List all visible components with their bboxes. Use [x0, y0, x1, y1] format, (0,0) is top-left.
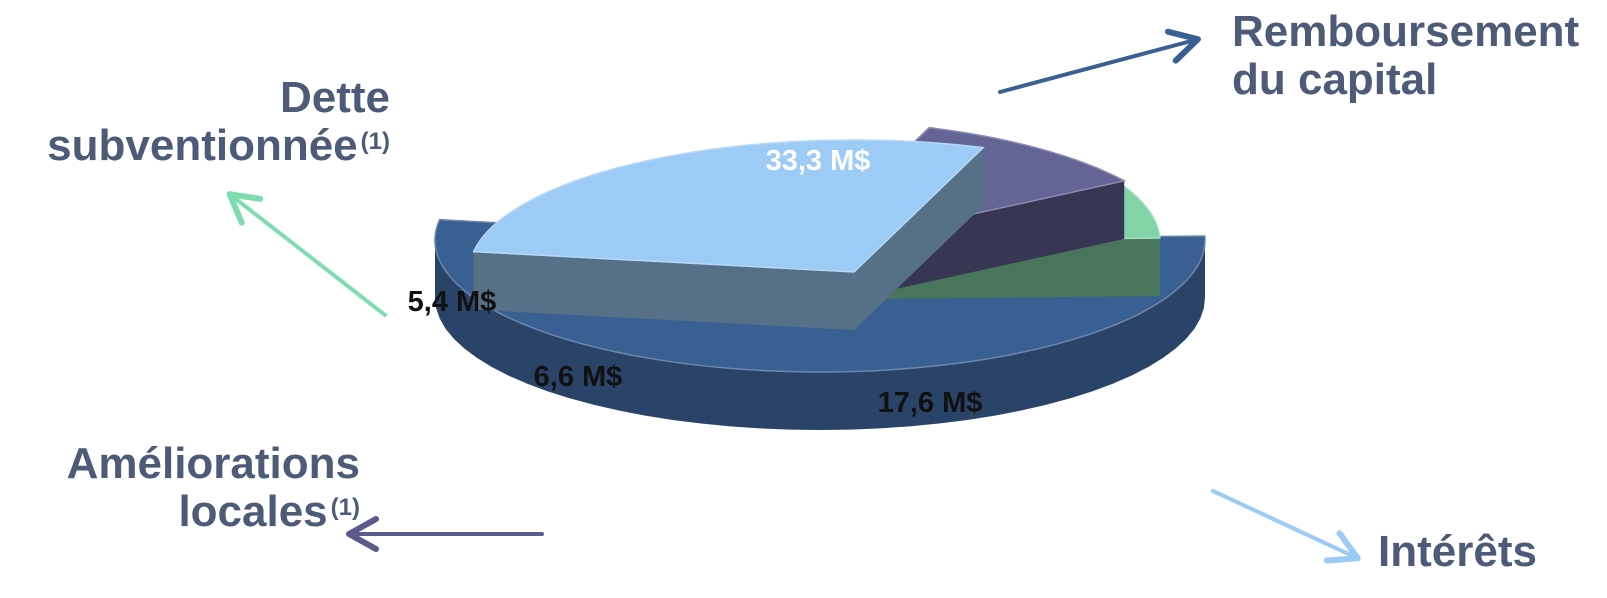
callout-arrow-dette [226, 191, 387, 317]
legend-label-ameliorations: Améliorations locales (1) [20, 440, 360, 536]
legend-label-remboursement-line1: Remboursement [1232, 7, 1580, 56]
legend-label-dette-line1: Dette [279, 73, 390, 122]
legend-label-ameliorations-line2-wrap: locales (1) [20, 488, 360, 536]
pie-slice-wall-1-1 [854, 147, 984, 330]
pie-slice-1 [472, 139, 985, 330]
legend-label-remboursement: Remboursement du capital [1232, 8, 1579, 104]
pie-slice-value-label-2: 6,6 M$ [534, 361, 623, 393]
pie-slice-wall-1-0 [473, 251, 854, 330]
legend-label-dette-line2-wrap: subventionnée (1) [20, 122, 390, 170]
legend-label-dette-note: (1) [360, 128, 390, 155]
callout-arrow-remb [998, 28, 1201, 94]
pie-slice-top-1 [472, 139, 985, 273]
legend-label-interets-line1: Intérêts [1378, 527, 1537, 576]
pie-slice-value-label-0: 33,3 M$ [766, 145, 871, 177]
legend-label-ameliorations-note: (1) [330, 494, 360, 521]
legend-label-ameliorations-line2: locales [178, 487, 328, 536]
pie-slice-side-0 [435, 240, 1205, 430]
legend-label-dette-line2: subventionnée [47, 121, 358, 170]
pie-slice-value-label-1: 17,6 M$ [878, 387, 983, 419]
callout-arrow-int [1211, 489, 1361, 564]
legend-label-interets: Intérêts [1378, 528, 1537, 576]
legend-label-remboursement-line2: du capital [1232, 55, 1438, 104]
legend-label-dette: Dette subventionnée (1) [20, 74, 390, 170]
pie-slice-value-label-3: 5,4 M$ [408, 286, 497, 318]
legend-label-ameliorations-line1: Améliorations [66, 439, 360, 488]
